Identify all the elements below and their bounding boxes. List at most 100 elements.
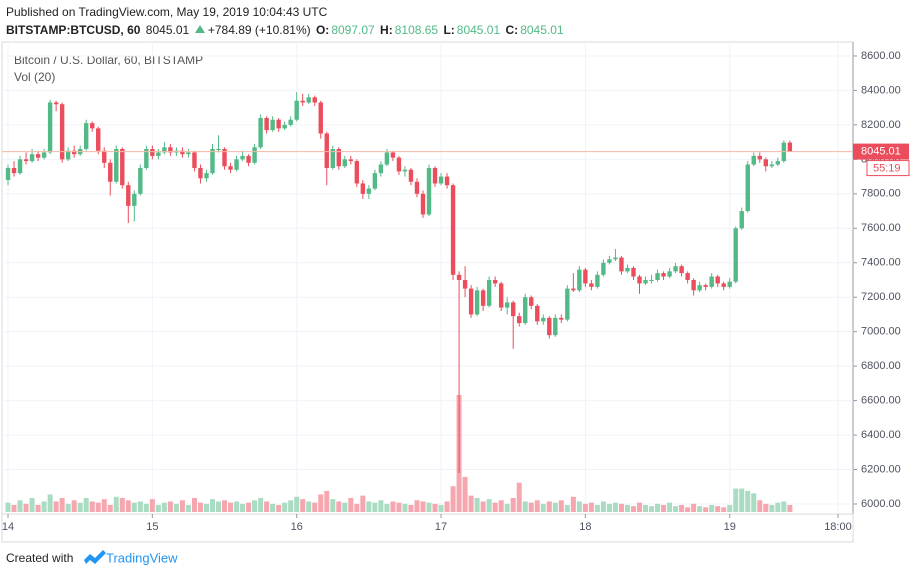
volume-bar <box>342 502 348 512</box>
candle-body <box>90 123 95 129</box>
volume-bar <box>300 499 306 512</box>
x-tick-label: 16 <box>291 521 303 533</box>
volume-bar <box>522 501 528 512</box>
candle-body <box>288 119 293 125</box>
candle-body <box>402 169 408 172</box>
candle-body <box>29 154 35 162</box>
candle-body <box>138 167 143 194</box>
candle-body <box>390 152 396 158</box>
x-tick-label: 14 <box>2 521 14 533</box>
candle-body <box>132 193 137 206</box>
volume-bar <box>209 499 215 512</box>
candle-body <box>71 150 77 155</box>
candle-body <box>65 150 71 160</box>
candle-body <box>745 164 750 212</box>
y-tick-label: 8200.00 <box>861 119 901 131</box>
volume-bar <box>510 497 516 512</box>
volume-bar <box>673 506 679 512</box>
logo-icon <box>84 550 106 564</box>
time-axis-frame <box>1 513 854 543</box>
volume-bar <box>29 497 35 512</box>
open-label: O: <box>315 23 330 37</box>
volume-bar <box>228 502 234 512</box>
volume-bar <box>426 502 432 512</box>
countdown-label: 55:19 <box>873 163 901 175</box>
high-value: 8108.65 <box>394 23 439 37</box>
volume-bar <box>558 500 564 512</box>
last-price-label: 8045.01 <box>861 146 901 158</box>
candle-body <box>715 276 720 284</box>
candle-body <box>366 188 372 194</box>
published-line: Published on TradingView.com, May 19, 20… <box>6 5 328 19</box>
footer-created: Created with <box>6 551 73 565</box>
candle-body <box>474 290 480 315</box>
candle-body <box>541 317 546 322</box>
volume-bar <box>372 502 378 512</box>
volume-bar <box>95 502 101 512</box>
candle-body <box>559 317 564 320</box>
candle-body <box>294 100 299 120</box>
candle-body <box>216 149 221 151</box>
volume-bar <box>540 503 546 512</box>
volume-bar <box>594 504 600 512</box>
volume-bar <box>769 504 775 512</box>
volume-bar <box>667 502 673 512</box>
volume-bar <box>643 504 649 512</box>
volume-bar <box>113 496 119 512</box>
volume-bar <box>745 490 751 512</box>
candle-body <box>144 149 149 168</box>
candle-body <box>511 302 516 317</box>
candle-body <box>492 279 498 284</box>
volume-bar <box>348 497 354 512</box>
candle-body <box>553 317 558 336</box>
candle-body <box>414 181 420 194</box>
candle-body <box>114 149 119 182</box>
x-tick-label: 18 <box>579 521 591 533</box>
volume-bar <box>264 501 270 512</box>
volume-bar <box>366 501 372 512</box>
volume-bar <box>444 501 450 512</box>
volume-bar <box>197 502 203 512</box>
volume-bar <box>775 502 781 512</box>
candle-body <box>697 285 702 291</box>
volume-bar <box>582 503 588 512</box>
volume-bar <box>65 503 71 512</box>
candle-body <box>41 152 47 158</box>
candle-body <box>601 262 606 275</box>
candle-body <box>228 166 233 170</box>
candle-body <box>757 155 762 160</box>
volume-bar <box>528 502 534 512</box>
y-tick-label: 6200.00 <box>861 463 901 475</box>
volume-bar <box>131 502 137 512</box>
y-tick-label: 7000.00 <box>861 326 901 338</box>
volume-bar <box>143 503 149 512</box>
volume-bar <box>77 502 83 512</box>
volume-bar <box>414 500 420 512</box>
volume-bar <box>336 501 342 512</box>
candle-body <box>23 159 29 162</box>
candle-body <box>486 279 492 306</box>
volume-bar <box>624 504 630 512</box>
candle-body <box>679 266 684 274</box>
candle-body <box>270 119 275 131</box>
candle-body <box>661 273 666 277</box>
candle-body <box>108 162 113 182</box>
candle-body <box>258 117 263 148</box>
candle-body <box>342 159 348 167</box>
candle-body <box>5 167 11 181</box>
volume-bar <box>739 488 745 512</box>
volume-bar <box>125 500 131 512</box>
volume-bar <box>408 504 414 512</box>
candle-body <box>318 102 323 134</box>
y-tick-label: 7800.00 <box>861 188 901 200</box>
candle-body <box>102 150 107 163</box>
candle-body <box>126 185 131 206</box>
volume-bar <box>155 504 161 512</box>
candle-body <box>613 257 618 260</box>
last-price: 8045.01 <box>145 23 190 37</box>
candle-body <box>276 119 281 129</box>
candle-body <box>727 281 732 287</box>
candle-body <box>240 155 245 160</box>
volume-bar <box>288 500 294 512</box>
